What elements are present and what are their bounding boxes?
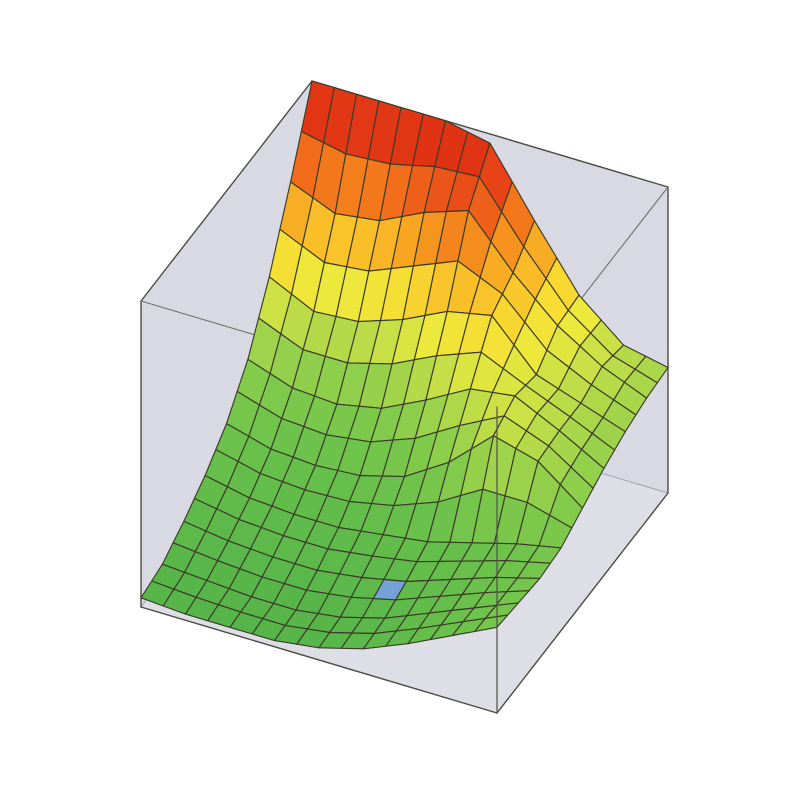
surface-cell [474,614,509,632]
box-edge-bottom-left [140,606,498,714]
box-edge-bottom-right [496,492,669,714]
box-edge-top-left [140,80,313,302]
